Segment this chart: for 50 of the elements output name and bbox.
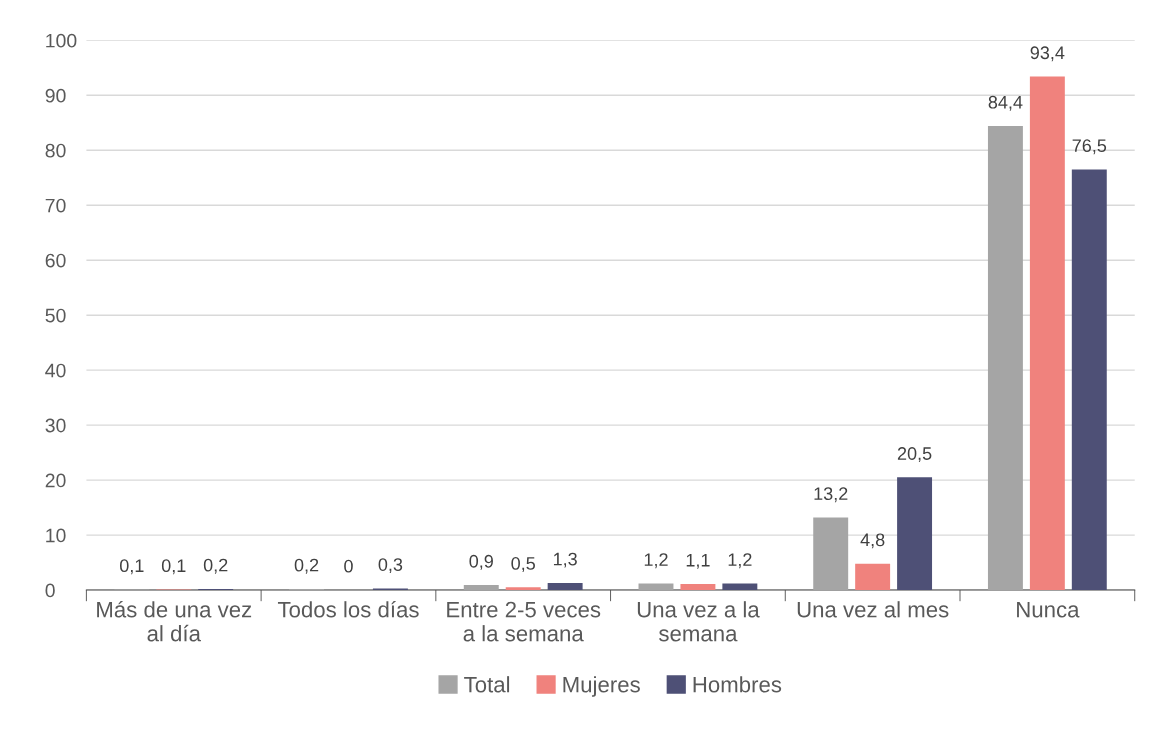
x-tick-label: Una vez a la semana	[637, 601, 760, 642]
y-tick-label: 70	[45, 198, 66, 213]
data-label: 1,2	[644, 553, 668, 569]
data-label: 0,1	[161, 559, 186, 575]
data-label: 0,5	[511, 557, 535, 572]
data-label: 0,3	[378, 558, 403, 574]
bar	[1071, 169, 1107, 591]
legend-label: Mujeres	[563, 676, 640, 697]
y-tick-label: 50	[45, 308, 66, 323]
data-label: 0,9	[469, 554, 493, 570]
data-label: 20,5	[897, 447, 932, 463]
data-label: 1,3	[553, 552, 577, 568]
y-tick-label: 30	[45, 418, 66, 433]
y-tick-label: 0	[45, 583, 55, 598]
data-label: 4,8	[860, 533, 885, 549]
data-label: 0,2	[294, 558, 319, 574]
bar	[505, 587, 541, 591]
legend-label: Hombres	[693, 676, 782, 693]
bar	[722, 583, 758, 591]
y-tick-label: 60	[45, 253, 66, 268]
bar	[1029, 76, 1065, 591]
y-tick-label: 80	[45, 143, 66, 158]
y-tick-label: 20	[45, 473, 66, 488]
bar	[463, 585, 499, 591]
x-tick-label: Más de una vez al día	[97, 600, 252, 642]
data-label: 1,2	[728, 553, 752, 569]
bar	[547, 582, 583, 591]
data-label: 13,2	[814, 487, 848, 503]
y-tick-label: 10	[46, 528, 66, 543]
data-label: 93,4	[1030, 46, 1065, 62]
x-tick-label: Todos los días	[277, 600, 419, 618]
x-tick-label: Una vez al mes	[797, 601, 949, 618]
y-tick-label: 100	[46, 33, 77, 48]
bar	[855, 563, 891, 591]
x-tick-label: Entre 2-5 veces a la semana	[447, 601, 601, 642]
x-tick-label: Nunca	[1017, 601, 1080, 618]
y-tick-label: 90	[45, 88, 66, 103]
bar	[638, 583, 674, 591]
data-label: 0,1	[119, 559, 144, 575]
data-label: 1,1	[686, 553, 710, 569]
bar	[897, 477, 933, 591]
bar	[813, 517, 849, 591]
legend-label: Total	[464, 676, 510, 693]
data-label: 0	[344, 559, 353, 573]
y-tick-label: 40	[45, 363, 66, 378]
data-label: 76,5	[1072, 139, 1107, 155]
data-label: 84,4	[988, 95, 1023, 111]
data-label: 0,2	[203, 558, 228, 574]
bar	[680, 584, 716, 591]
bar	[987, 126, 1023, 591]
